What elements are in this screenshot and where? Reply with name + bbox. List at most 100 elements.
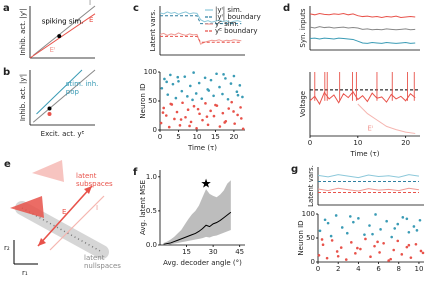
spike-dot <box>207 89 211 92</box>
diagram-label: r₂ <box>4 244 10 252</box>
spike-dot <box>169 73 172 77</box>
spike-dot <box>226 97 230 101</box>
e-cone <box>10 196 44 218</box>
spike-dot <box>387 259 390 262</box>
spike-dot <box>224 77 227 80</box>
spike-dot <box>221 92 224 96</box>
series-line <box>309 37 416 44</box>
y-axis-label: Latent vars. <box>307 165 315 207</box>
spike-dot <box>354 252 357 255</box>
spike-dot <box>339 246 343 249</box>
spike-dot <box>235 90 239 94</box>
spike-dot <box>407 230 411 234</box>
spike-dot <box>209 78 213 82</box>
diagram-label: subspaces <box>76 180 113 188</box>
spike-dot <box>369 255 372 259</box>
spike-dot <box>317 253 321 257</box>
spike-dot <box>409 256 413 259</box>
spike-dot <box>321 243 325 247</box>
legend-label: |yᴵ| sim. <box>215 6 242 14</box>
spike-dot <box>396 222 400 226</box>
legend-label: yᴱ sim. <box>215 20 239 28</box>
spike-dot <box>171 82 175 86</box>
x-tick-label: 10 <box>192 133 201 141</box>
spike-dot <box>177 79 180 83</box>
spike-dot <box>352 220 355 224</box>
panel-label: c <box>133 3 139 14</box>
panel-label: g <box>291 164 298 175</box>
panel-label: b <box>3 67 10 78</box>
spike-dot <box>179 118 183 121</box>
panel-label: a <box>3 3 10 14</box>
x-tick-label: 2 <box>336 265 340 273</box>
diagram-label: latent <box>76 172 97 180</box>
spike-dot <box>159 121 163 125</box>
spike-dot <box>215 72 218 76</box>
i-axis <box>49 195 105 251</box>
x-tick-label: 15 <box>182 248 191 256</box>
spike-dot <box>161 111 165 114</box>
series-line <box>159 11 242 24</box>
spike-dot <box>323 218 327 222</box>
spike-dot <box>385 219 388 223</box>
spike-dot <box>196 107 200 111</box>
spike-dot <box>236 93 240 97</box>
spike-dot <box>371 232 374 236</box>
point <box>57 34 62 39</box>
series-line <box>309 90 416 106</box>
spike-dot <box>349 215 352 218</box>
legend-label: yᴱ boundary <box>215 27 258 35</box>
spike-dot <box>418 218 422 222</box>
spike-dot <box>345 231 349 235</box>
spike-dot <box>376 240 379 244</box>
spike-dot <box>241 95 244 99</box>
spike-dot <box>393 227 397 230</box>
y-axis-label: Syn. inputs <box>299 8 307 47</box>
annotation: Eᴵ <box>50 46 56 54</box>
spike-dot <box>240 117 243 120</box>
spike-dot <box>204 102 207 105</box>
y-tick-label: 1.0 <box>146 173 157 181</box>
spike-dot <box>229 82 233 85</box>
y-axis-label: Inhib. act. |yᴵ| <box>19 74 27 121</box>
x-axis-label: Excit. act. yᴱ <box>41 130 85 138</box>
legend-label: |yᴵ| boundary <box>215 13 261 21</box>
spike-dot <box>184 115 187 119</box>
y-tick-label: 50 <box>148 97 157 105</box>
spike-dot <box>325 256 329 260</box>
annotation: Eᴵ <box>367 124 373 132</box>
spike-dot <box>336 254 340 258</box>
diagram-label: nullspaces <box>84 262 121 270</box>
spike-dot <box>350 241 353 244</box>
spike-dot <box>198 112 201 116</box>
spike-dot <box>330 239 334 242</box>
spike-dot <box>201 118 204 122</box>
spike-dot <box>374 213 377 216</box>
x-axis-label: Avg. decoder angle (°) <box>163 259 242 267</box>
x-tick-label: 0 <box>308 139 312 147</box>
x-axis-label: Time (τ) <box>349 150 379 158</box>
series-line <box>163 211 232 245</box>
series-line <box>357 103 416 134</box>
spike-dot <box>166 93 170 96</box>
spike-dot <box>412 225 416 228</box>
spike-dot <box>405 245 409 249</box>
i-cone <box>32 160 64 182</box>
x-axis-label: Time (τ) <box>187 144 217 152</box>
panel-label: d <box>283 3 290 14</box>
e-axis <box>37 185 93 247</box>
y-tick-label: 0 <box>311 258 315 266</box>
spike-dot <box>218 85 221 89</box>
spike-dot <box>195 126 198 130</box>
spike-dot <box>203 76 207 80</box>
diagram-label: E <box>62 208 66 216</box>
spike-dot <box>178 124 182 127</box>
series-line <box>36 69 83 115</box>
spike-dot <box>415 229 419 232</box>
series-line <box>317 174 420 179</box>
diagram-e: latent subspaces E I latent nullspaces r… <box>4 159 121 277</box>
spike-dot <box>379 228 382 231</box>
spike-dot <box>236 113 239 117</box>
y-tick-label: 100 <box>302 210 315 218</box>
